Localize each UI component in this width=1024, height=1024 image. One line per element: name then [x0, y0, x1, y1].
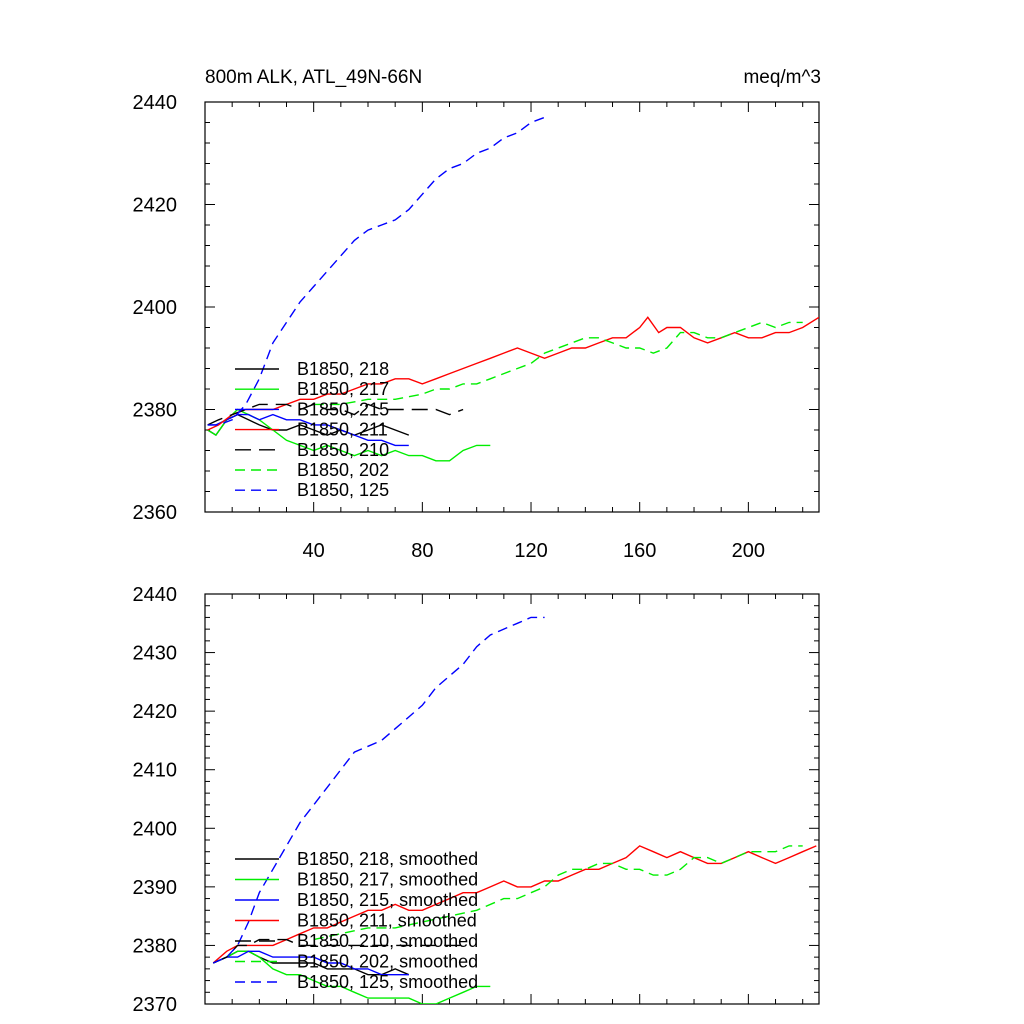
chart-units: meq/m^3 — [743, 67, 821, 88]
top-chart: 2360 2380 2400 2420 2440 40 80 120 160 200 B1850, … — [133, 92, 820, 560]
series-line-5 — [207, 403, 464, 426]
y-tick-label: 2400 — [133, 297, 178, 319]
chart-title: 800m ALK, ATL_49N-66N — [205, 67, 423, 88]
legend-label: B1850, 125 — [297, 480, 389, 500]
legend-label: B1850, 218 — [297, 359, 389, 379]
legend-label: B1850, 215, smoothed — [297, 890, 478, 910]
plot-frame — [204, 593, 820, 1005]
series-line-7 — [212, 616, 545, 964]
series-line-2 — [207, 408, 491, 462]
x-tick-label: 160 — [623, 540, 656, 560]
legend-label: B1850, 215 — [297, 399, 389, 419]
x-tick-label: 80 — [411, 540, 433, 560]
legend-label: B1850, 202, smoothed — [297, 952, 478, 972]
y-tick-label: 2430 — [133, 643, 178, 665]
legend-label: B1850, 217, smoothed — [297, 870, 478, 890]
y-tick-label: 2380 — [133, 935, 178, 957]
series-line-7 — [207, 116, 545, 426]
legend-label: B1850, 210, smoothed — [297, 931, 478, 951]
y-tick-label: 2360 — [133, 502, 178, 524]
series-line-4 — [207, 316, 819, 431]
x-tick-label: 120 — [514, 540, 547, 560]
y-tick-label: 2380 — [133, 400, 178, 422]
x-tick-label: 40 — [303, 540, 325, 560]
series-line-4 — [212, 845, 817, 964]
y-tick-label: 2440 — [133, 92, 178, 114]
legend-label: B1850, 218, smoothed — [297, 849, 478, 869]
legend-label: B1850, 217 — [297, 379, 389, 399]
bottom-chart: 2370 2380 2390 2400 2410 2420 2430 2440 B1850, 2… — [133, 584, 820, 1016]
legend-label: B1850, 210 — [297, 440, 389, 460]
series-line-2 — [212, 950, 491, 1004]
legend-label: B1850, 125, smoothed — [297, 972, 478, 992]
series-line-6 — [313, 845, 803, 941]
x-tick-label: 200 — [732, 540, 765, 560]
y-tick-label: 2420 — [133, 701, 178, 723]
series-line-5 — [212, 938, 464, 964]
y-tick-label: 2400 — [133, 818, 178, 840]
legend-label: B1850, 211 — [297, 420, 388, 440]
y-tick-label: 2370 — [133, 994, 178, 1016]
series-line-3 — [207, 413, 409, 447]
y-tick-label: 2390 — [133, 877, 178, 899]
legend-label: B1850, 202 — [297, 460, 389, 480]
series-line-3 — [212, 950, 409, 976]
y-tick-label: 2410 — [133, 760, 178, 782]
legend-label: B1850, 211, smoothed — [297, 911, 477, 931]
y-tick-label: 2420 — [133, 195, 178, 217]
y-tick-label: 2440 — [133, 584, 178, 606]
series-line-6 — [313, 321, 803, 406]
